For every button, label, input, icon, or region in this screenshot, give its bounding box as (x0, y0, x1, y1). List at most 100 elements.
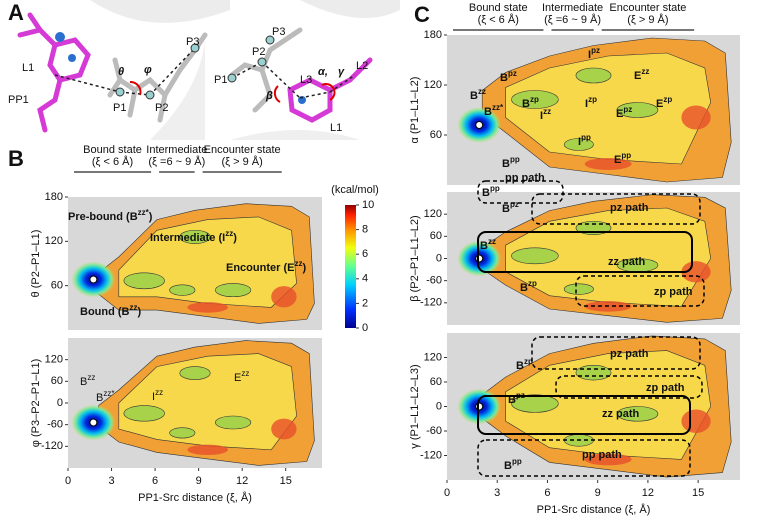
y-tick-label: 120 (424, 208, 442, 220)
annotation: Bzz (80, 373, 95, 388)
y-tick-label: 120 (424, 351, 442, 363)
y-tick-label: 120 (45, 354, 63, 366)
annotation-part: B (484, 106, 492, 118)
annotation-part: pz path (610, 202, 649, 214)
annotation: Bzz (480, 237, 496, 252)
energy-region (511, 90, 559, 109)
annotation-part: E (234, 372, 241, 384)
atom-label: P2 (155, 102, 168, 114)
atom-label: L3 (300, 74, 312, 86)
annotation-part: zp (528, 279, 537, 288)
energy-region (563, 138, 594, 151)
energy-region (616, 102, 659, 118)
annotation: Ipz (588, 46, 600, 61)
annotation-part: zz* (138, 208, 150, 217)
annotation-part: zz* (103, 389, 114, 398)
annotation-part: zp path (646, 382, 685, 394)
colorbar (345, 205, 356, 328)
annotation-part: B (482, 187, 490, 199)
annotation: Bpp (502, 155, 520, 170)
annotation-part: zp (530, 95, 539, 104)
y-tick-label: 120 (45, 235, 63, 247)
annotation: Ipp (578, 133, 591, 148)
path-box (477, 231, 693, 273)
state-name: Encounter state (204, 144, 281, 156)
annotation: Izp (585, 95, 597, 110)
annotation: pp path (505, 172, 545, 184)
path-box (477, 180, 564, 204)
annotation-part: E (656, 98, 663, 110)
y-tick-label: 120 (424, 79, 442, 91)
y-tick-label: -60 (426, 425, 442, 437)
state-range: (ξ =6 ~ 9 Å) (148, 155, 205, 168)
y-axis-label: β (P2–P1–L1–L2) (409, 215, 421, 301)
y-axis-label: α (P1–L1–L2) (409, 77, 421, 144)
annotation-part: I (585, 98, 588, 110)
energy-region (584, 158, 632, 170)
annotation-part: I (152, 391, 155, 403)
annotation-part: pz (623, 105, 632, 114)
atom-label: P3 (186, 36, 199, 48)
y-tick-label: 0 (436, 400, 442, 412)
annotation-part: Bound (B (80, 306, 130, 318)
annotation: Epp (614, 151, 631, 166)
y-tick-label: -120 (420, 297, 442, 309)
atom-label: P3 (272, 26, 285, 38)
annotation-part: zz (155, 388, 163, 397)
x-axis-label: PP1-Src distance (ξ, Å) (537, 503, 651, 516)
annotation-part: pp path (582, 449, 622, 461)
annotation-part: B (516, 360, 524, 372)
annotation-part: zz (87, 373, 95, 382)
annotation: Bpz (502, 200, 519, 215)
energy-region (215, 415, 252, 430)
y-tick-label: 180 (45, 191, 63, 203)
state-marker (89, 418, 98, 427)
energy-region (118, 353, 297, 451)
colorbar-unit: (kcal/mol) (331, 184, 379, 196)
annotation: Epz (616, 105, 632, 120)
annotation-part: B (480, 240, 488, 252)
energy-region (505, 350, 712, 460)
state-name: Intermediate (146, 144, 207, 156)
annotation-part: zp (524, 357, 533, 366)
y-tick-label: 60 (430, 376, 442, 388)
y-tick-label: 0 (57, 397, 63, 409)
annotation-part: ) (302, 262, 306, 274)
state-name: Bound state (83, 144, 142, 156)
annotation-part: pp (621, 151, 631, 160)
annotation: pz path (610, 348, 649, 360)
annotation-part: B (470, 90, 478, 102)
annotation-part: zz* (492, 103, 504, 112)
annotation-part: zz (241, 369, 249, 378)
annotation: Bzz (470, 87, 486, 102)
annotation-part: B (504, 460, 512, 472)
path-box (477, 395, 691, 435)
x-tick-label: 0 (444, 487, 450, 499)
y-axis-label: θ (P2–P1–L1) (30, 230, 42, 298)
annotation: Izz (540, 107, 551, 122)
annotation-part: E (614, 154, 621, 166)
annotation: Bpp (504, 457, 522, 472)
annotation-part: zz (478, 87, 486, 96)
annotation-part: pp path (505, 172, 545, 184)
energy-region (681, 409, 711, 433)
state-range: (ξ =6 ~ 9 Å) (544, 13, 601, 26)
x-tick-label: 6 (152, 475, 158, 487)
angle-label: γ (338, 66, 345, 78)
annotation-part: I (540, 110, 543, 122)
energy-region (681, 261, 711, 283)
annotation: zz path (602, 408, 640, 420)
annotation-part: E (634, 70, 641, 82)
annotation: Intermediate (Izz) (150, 229, 237, 244)
panel-label: B (8, 146, 24, 171)
atom-label: L1 (22, 62, 34, 74)
annotation-part: pz (508, 69, 517, 78)
y-tick-label: 60 (430, 129, 442, 141)
energy-region (271, 286, 297, 308)
state-range: (ξ > 9 Å) (222, 155, 263, 168)
panel-label: C (414, 2, 430, 27)
annotation-part: B (96, 392, 103, 404)
path-box (555, 375, 703, 399)
state-marker (475, 254, 484, 263)
colorbar-tick-label: 8 (362, 224, 368, 236)
